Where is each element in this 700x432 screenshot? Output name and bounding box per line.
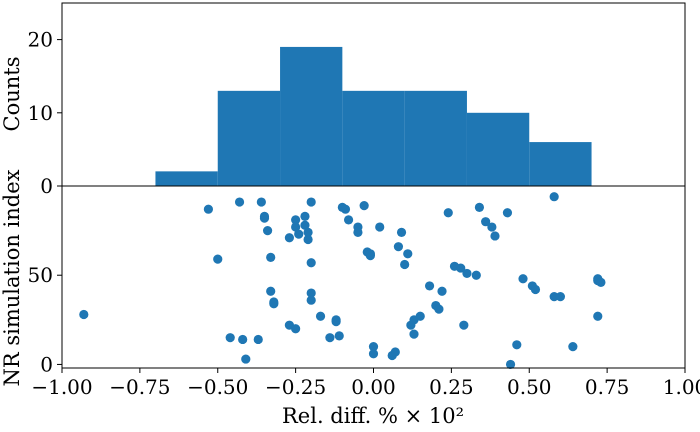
scatter-y-tick-label: 0 bbox=[40, 352, 53, 376]
scatter-point-23 bbox=[306, 197, 316, 207]
scatter-point-56 bbox=[415, 311, 425, 321]
scatter-frame bbox=[61, 185, 686, 369]
scatter-y-axis-label: NR simulation index bbox=[0, 169, 24, 386]
x-axis-label: Rel. diff. % × 10² bbox=[282, 404, 464, 428]
x-tick-label: 0.50 bbox=[507, 375, 552, 399]
scatter-point-67 bbox=[474, 202, 485, 213]
scatter-point-46 bbox=[375, 222, 385, 232]
histogram-y-tick-label: 0 bbox=[40, 174, 53, 198]
scatter-point-80 bbox=[568, 341, 578, 352]
scatter-point-25 bbox=[303, 227, 313, 237]
x-tick-label: −0.25 bbox=[265, 375, 326, 399]
scatter-point-50 bbox=[396, 227, 407, 237]
histogram-y-tick-label: 20 bbox=[28, 28, 53, 52]
scatter-point-43 bbox=[365, 249, 375, 259]
scatter-point-24 bbox=[300, 211, 310, 221]
scatter-point-30 bbox=[315, 311, 326, 321]
scatter-point-73 bbox=[512, 340, 522, 350]
scatter-point-17 bbox=[284, 233, 294, 243]
scatter-point-37 bbox=[343, 215, 354, 225]
scatter-point-8 bbox=[256, 197, 266, 207]
scatter-point-11 bbox=[262, 226, 273, 236]
scatter-point-77 bbox=[549, 192, 559, 202]
scatter-point-76 bbox=[530, 284, 541, 295]
scatter-point-13 bbox=[266, 286, 276, 296]
scatter-point-81 bbox=[593, 311, 603, 321]
scatter-point-33 bbox=[331, 317, 341, 327]
histogram-bar-3 bbox=[342, 90, 405, 186]
histogram-y-tick-label: 10 bbox=[28, 101, 53, 125]
scatter-point-20 bbox=[291, 222, 301, 232]
scatter-point-1 bbox=[203, 204, 214, 214]
scatter-point-22 bbox=[300, 220, 310, 230]
scatter-point-45 bbox=[368, 349, 379, 359]
scatter-point-48 bbox=[390, 347, 400, 357]
histogram-bar-5 bbox=[466, 112, 530, 186]
scatter-point-68 bbox=[481, 217, 491, 227]
scatter-point-28 bbox=[306, 288, 316, 298]
scatter-panel bbox=[79, 192, 606, 370]
scatter-point-65 bbox=[462, 268, 472, 279]
scatter-point-54 bbox=[409, 329, 419, 339]
x-tick-label: −0.75 bbox=[109, 375, 170, 399]
scatter-point-12 bbox=[266, 252, 276, 262]
scatter-point-70 bbox=[490, 231, 500, 241]
scatter-point-39 bbox=[353, 227, 363, 237]
axis-ticks: 0 10 20 0 50 −1.00 −0.75 −0.50 −0.25 0.00 0.25 0.50… bbox=[28, 28, 700, 399]
scatter-point-3 bbox=[225, 333, 235, 343]
scatter-point-7 bbox=[253, 334, 263, 345]
scatter-point-36 bbox=[340, 204, 351, 214]
scatter-point-2 bbox=[213, 254, 223, 264]
scatter-point-60 bbox=[437, 286, 447, 296]
scatter-point-34 bbox=[334, 331, 344, 341]
scatter-point-10 bbox=[259, 213, 270, 223]
x-tick-label: 0.75 bbox=[585, 375, 630, 399]
scatter-point-15 bbox=[269, 297, 279, 307]
panel-frames bbox=[61, 2, 686, 369]
scatter-point-40 bbox=[359, 201, 369, 211]
scatter-point-31 bbox=[325, 333, 335, 343]
scatter-point-18 bbox=[291, 324, 301, 334]
x-tick-label: −0.50 bbox=[187, 375, 248, 399]
scatter-point-69 bbox=[487, 222, 497, 232]
x-tick-label: 0.00 bbox=[351, 375, 396, 399]
x-tick-label: 1.00 bbox=[663, 375, 700, 399]
scatter-point-19 bbox=[291, 215, 301, 225]
scatter-point-29 bbox=[306, 295, 316, 305]
scatter-point-64 bbox=[459, 320, 469, 330]
scatter-point-21 bbox=[294, 229, 304, 239]
scatter-point-72 bbox=[505, 359, 516, 370]
scatter-point-0 bbox=[79, 309, 89, 320]
scatter-point-61 bbox=[443, 208, 453, 218]
scatter-point-5 bbox=[238, 334, 248, 345]
scatter-point-27 bbox=[306, 258, 316, 268]
x-tick-label: 0.25 bbox=[429, 375, 474, 399]
histogram-y-axis-label: Counts bbox=[0, 57, 24, 132]
scatter-point-51 bbox=[400, 259, 410, 270]
scatter-point-6 bbox=[241, 354, 251, 364]
scatter-point-52 bbox=[403, 249, 413, 259]
histogram-bar-0 bbox=[155, 171, 218, 186]
histogram-bar-1 bbox=[217, 90, 281, 186]
scatter-point-71 bbox=[502, 208, 513, 218]
scatter-point-59 bbox=[434, 304, 444, 314]
scatter-point-44 bbox=[368, 341, 379, 352]
x-tick-label: −1.00 bbox=[31, 375, 92, 399]
histogram-panel bbox=[155, 46, 592, 186]
histogram-bar-2 bbox=[280, 46, 343, 186]
scatter-point-49 bbox=[393, 242, 404, 252]
scatter-point-57 bbox=[424, 281, 435, 291]
histogram-bar-6 bbox=[529, 142, 592, 186]
scatter-point-26 bbox=[303, 234, 313, 245]
scatter-point-79 bbox=[555, 292, 566, 302]
scatter-point-84 bbox=[596, 277, 606, 287]
scatter-point-4 bbox=[234, 197, 245, 207]
scatter-y-tick-label: 50 bbox=[28, 263, 53, 287]
histogram-bar-4 bbox=[404, 90, 467, 186]
scatter-point-74 bbox=[518, 274, 528, 284]
scatter-point-66 bbox=[471, 270, 481, 280]
scatter-point-63 bbox=[456, 263, 466, 273]
